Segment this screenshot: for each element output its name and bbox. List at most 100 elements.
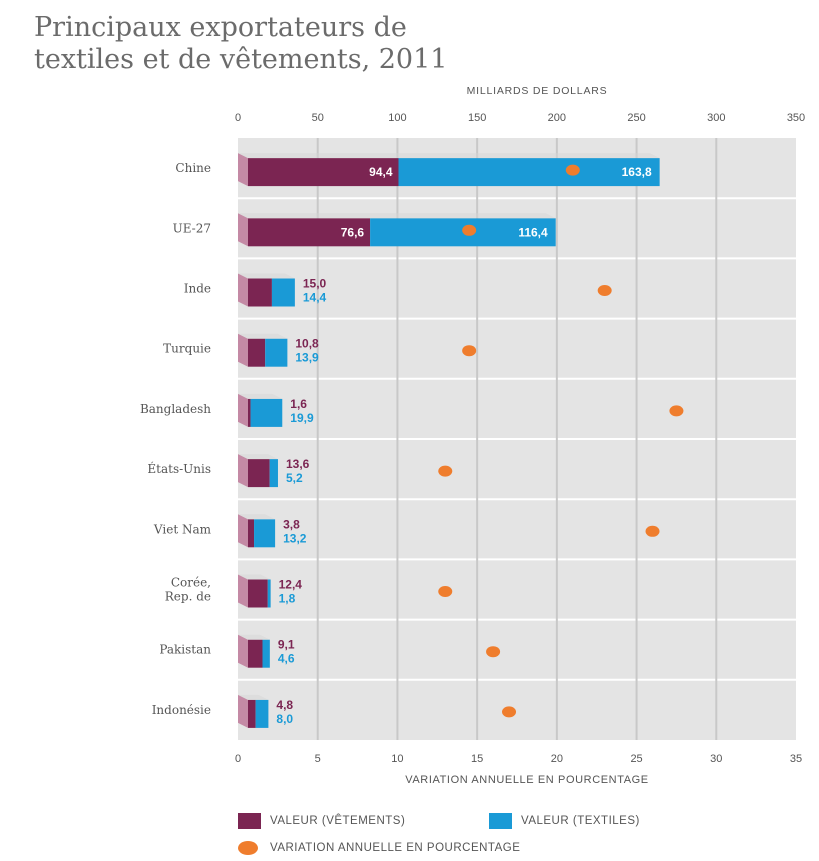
- chart-title: Principaux exportateurs de textiles et d…: [34, 12, 447, 76]
- top-axis-tick-label: 350: [787, 112, 805, 124]
- data-label-textiles: 1,8: [279, 592, 296, 606]
- bar-top-face: [238, 333, 288, 339]
- top-axis-tick-label: 0: [235, 112, 241, 124]
- data-label-textiles: 19,9: [290, 411, 314, 425]
- bottom-axis-tick-label: 20: [551, 753, 563, 765]
- data-label-textiles: 8,0: [276, 712, 293, 726]
- data-label-vetements: 76,6: [341, 225, 365, 239]
- bar-vetements: [248, 459, 270, 488]
- data-label-textiles: 13,2: [283, 531, 307, 545]
- bar-vetements: [248, 579, 268, 608]
- bar-end-face: [238, 333, 248, 367]
- legend-swatch-textiles: [489, 813, 512, 829]
- bar-vetements: [248, 699, 256, 728]
- data-label-vetements: 1,6: [290, 397, 307, 411]
- bar-end-face: [238, 514, 248, 548]
- data-label-vetements: 10,8: [295, 337, 319, 351]
- bottom-axis-tick-label: 5: [315, 753, 321, 765]
- bar-top-face: [238, 694, 269, 700]
- point-variation: [462, 345, 477, 357]
- data-label-vetements: 15,0: [303, 277, 327, 291]
- bar-top-face: [238, 454, 278, 460]
- category-label: Pakistan: [159, 643, 211, 657]
- data-label-vetements: 3,8: [283, 517, 300, 531]
- chart-title-line-1: Principaux exportateurs de: [34, 12, 407, 43]
- legend-label-variation: VARIATION ANNUELLE EN POURCENTAGE: [270, 842, 521, 854]
- bar-textiles: [271, 278, 295, 307]
- bar-end-face: [238, 153, 248, 187]
- top-axis-tick-label: 200: [548, 112, 566, 124]
- bar-textiles: [265, 338, 288, 367]
- bar-vetements: [248, 218, 371, 247]
- category-label: Indonésie: [152, 703, 211, 717]
- data-label-vetements: 12,4: [279, 578, 303, 592]
- category-label: États-Unis: [147, 461, 211, 476]
- top-axis-tick-label: 150: [468, 112, 486, 124]
- data-label-textiles: 13,9: [295, 351, 319, 365]
- bottom-axis-tick-label: 35: [790, 753, 802, 765]
- legend-label-vetements: VALEUR (VÊTEMENTS): [270, 815, 406, 827]
- bar-top-face: [238, 153, 660, 159]
- bar-top-face: [238, 213, 556, 219]
- bar-top-face: [238, 574, 271, 580]
- data-label-textiles: 5,2: [286, 471, 303, 485]
- point-variation: [669, 405, 684, 417]
- bar-top-face: [238, 514, 276, 520]
- legend-label-textiles: VALEUR (TEXTILES): [521, 815, 640, 827]
- bar-end-face: [238, 393, 248, 427]
- category-label: Rep. de: [165, 590, 211, 604]
- bar-textiles: [267, 579, 271, 608]
- bar-vetements: [248, 519, 255, 548]
- data-label-textiles: 116,4: [518, 225, 548, 239]
- category-label: Bangladesh: [140, 402, 211, 416]
- bar-vetements: [248, 338, 266, 367]
- data-label-textiles: 14,4: [303, 291, 327, 305]
- data-label-textiles: 4,6: [278, 652, 295, 666]
- bar-end-face: [238, 694, 248, 728]
- data-label-vetements: 9,1: [278, 638, 295, 652]
- top-axis-tick-label: 250: [627, 112, 645, 124]
- bar-textiles: [262, 639, 270, 668]
- point-variation: [597, 285, 612, 296]
- legend-swatch-vetements: [238, 813, 261, 829]
- category-label: Inde: [184, 282, 211, 296]
- bar-textiles: [269, 459, 278, 488]
- bar-textiles: [255, 699, 269, 728]
- bar-top-face: [238, 273, 295, 279]
- bottom-axis-tick-label: 0: [235, 753, 241, 765]
- bottom-axis-tick-label: 25: [630, 753, 642, 765]
- point-variation: [438, 465, 453, 477]
- top-axis-tick-label: 300: [707, 112, 725, 124]
- data-label-textiles: 163,8: [622, 165, 652, 179]
- chart-title-line-2: textiles et de vêtements, 2011: [34, 44, 448, 75]
- bar-end-face: [238, 574, 248, 608]
- bar-vetements: [248, 278, 272, 307]
- bar-end-face: [238, 273, 248, 307]
- bar-vetements: [248, 158, 399, 187]
- bottom-axis-tick-label: 15: [471, 753, 483, 765]
- data-label-vetements: 13,6: [286, 457, 310, 471]
- top-axis-label: MILLIARDS DE DOLLARS: [467, 85, 608, 97]
- data-label-vetements: 94,4: [369, 165, 393, 179]
- legend-swatch-variation: [238, 841, 258, 855]
- bar-top-face: [238, 393, 283, 399]
- bar-textiles: [254, 519, 276, 548]
- bar-end-face: [238, 634, 248, 668]
- bar-end-face: [238, 454, 248, 488]
- point-variation: [565, 164, 580, 176]
- point-variation: [486, 646, 501, 658]
- bar-end-face: [238, 213, 248, 247]
- point-variation: [502, 706, 517, 718]
- data-label-vetements: 4,8: [276, 698, 293, 712]
- bar-textiles: [250, 398, 283, 427]
- category-label: Corée,: [171, 576, 211, 590]
- top-axis-tick-label: 50: [312, 112, 324, 124]
- top-axis-tick-label: 100: [388, 112, 406, 124]
- bar-vetements: [248, 398, 251, 427]
- point-variation: [438, 586, 453, 597]
- category-label: Turquie: [163, 342, 211, 356]
- bar-top-face: [238, 634, 270, 640]
- bar-vetements: [248, 639, 263, 668]
- category-label: Viet Nam: [153, 522, 212, 536]
